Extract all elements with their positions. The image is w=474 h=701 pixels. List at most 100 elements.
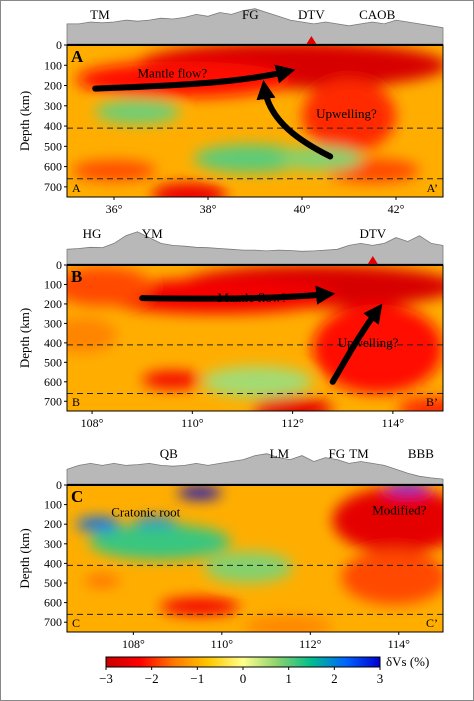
y-tick-label: 500 — [44, 139, 62, 153]
annotation: Upwelling? — [316, 106, 377, 121]
velocity-anomaly — [159, 597, 240, 616]
x-tick-label: 114° — [388, 637, 411, 651]
x-tick-label: 110° — [211, 637, 234, 651]
y-tick-label: 0 — [56, 478, 62, 492]
y-tick-label: 600 — [44, 160, 62, 174]
velocity-heatmap — [67, 485, 443, 632]
colorbar-tick-label: −3 — [99, 671, 113, 686]
x-tick-label: 114° — [382, 416, 405, 430]
velocity-anomaly — [252, 397, 333, 411]
x-axis: 108° 110° 112° 114° — [81, 411, 405, 430]
section-end-label: C’ — [426, 616, 438, 630]
x-tick-label: 112° — [299, 637, 322, 651]
y-tick-label: 400 — [44, 119, 62, 133]
topo-label: HG — [83, 226, 102, 241]
colorbar-tick-label: 3 — [377, 671, 384, 686]
velocity-anomaly — [193, 144, 307, 173]
colorbar-tick-label: 0 — [240, 671, 247, 686]
flow-arrow — [92, 64, 296, 92]
panel-label: A — [71, 47, 84, 66]
flow-arrow — [139, 285, 336, 305]
y-tick-label: 200 — [44, 517, 62, 531]
panel-B: HG YM DTV Mantle flow? Upwelling? B B B’ 0 100 200… — [17, 226, 444, 430]
velocity-anomaly — [302, 79, 396, 153]
plot-frame — [66, 44, 444, 198]
velocity-anomaly — [142, 371, 203, 389]
velocity-anomaly — [75, 517, 121, 532]
y-tick-label: 400 — [44, 556, 62, 570]
velocity-anomaly — [151, 182, 227, 197]
colorbar-tick-label: −2 — [145, 671, 159, 686]
y-axis-label: Depth (km) — [17, 528, 32, 588]
panel-label: C — [71, 487, 83, 506]
colorbar-label: δVs (%) — [386, 654, 429, 669]
velocity-anomaly — [84, 575, 121, 587]
velocity-heatmap — [67, 265, 443, 411]
velocity-anomaly — [95, 99, 180, 125]
y-tick-label: 700 — [44, 180, 62, 194]
section-start-label: B — [72, 395, 80, 409]
velocity-anomaly — [204, 551, 293, 583]
topo-label: QB — [160, 446, 178, 461]
topo-label: LM — [270, 446, 290, 461]
colorbar-gradient — [105, 656, 381, 668]
y-axis: 0 100 200 300 400 500 600 700 Depth (km) — [17, 258, 67, 408]
volcano-icon — [306, 36, 317, 44]
topo-label: FG — [329, 446, 346, 461]
colorbar-tick-label: 2 — [331, 671, 338, 686]
x-axis: 108° 110° 112° 114° — [122, 632, 410, 651]
section-start-label: C — [72, 616, 80, 630]
topo-labels: QB LM FG TM BBB — [160, 446, 435, 461]
velocity-anomaly — [385, 485, 430, 492]
x-tick-label: 108° — [81, 416, 104, 430]
annotation: Mantle flow? — [138, 65, 208, 80]
y-axis-label: Depth (km) — [17, 308, 32, 368]
colorbar-tick-label: −1 — [190, 671, 204, 686]
velocity-anomaly — [278, 146, 364, 171]
y-tick-label: 400 — [44, 336, 62, 350]
annotation: Modified? — [372, 502, 426, 517]
colorbar-tick-label: 1 — [285, 671, 292, 686]
topo-label: DTV — [298, 7, 325, 22]
velocity-anomaly — [397, 397, 443, 411]
section-end-label: B’ — [426, 395, 438, 409]
y-tick-label: 700 — [44, 615, 62, 629]
velocity-anomaly — [89, 524, 231, 560]
y-axis-label: Depth (km) — [17, 91, 32, 151]
x-tick-label: 112° — [281, 416, 304, 430]
topo-label: TM — [90, 7, 110, 22]
y-tick-label: 700 — [44, 394, 62, 408]
velocity-anomaly — [71, 160, 157, 181]
topo-label: BBB — [408, 446, 434, 461]
volcano-icon — [367, 256, 378, 264]
y-tick-label: 200 — [44, 79, 62, 93]
panel-label: B — [71, 267, 82, 286]
topography-profile — [66, 231, 444, 265]
velocity-anomaly — [67, 317, 118, 353]
topo-labels: TM FG DTV CAOB — [90, 7, 396, 44]
y-tick-label: 500 — [44, 355, 62, 369]
velocity-heatmap — [67, 45, 443, 197]
y-tick-label: 100 — [44, 277, 62, 291]
topo-label: YM — [142, 226, 163, 241]
y-tick-label: 0 — [56, 258, 62, 272]
topography-profile — [66, 8, 444, 45]
velocity-anomaly — [67, 266, 153, 306]
topography-profile — [66, 453, 444, 485]
velocity-anomaly — [332, 486, 443, 554]
velocity-anomaly — [202, 366, 313, 398]
y-tick-label: 0 — [56, 38, 62, 52]
y-tick-label: 500 — [44, 576, 62, 590]
y-tick-label: 300 — [44, 537, 62, 551]
y-tick-label: 300 — [44, 99, 62, 113]
y-tick-label: 600 — [44, 596, 62, 610]
annotation: Upwelling? — [338, 335, 399, 350]
plot-frame — [66, 484, 444, 633]
x-tick-label: 38° — [200, 202, 217, 216]
y-tick-label: 600 — [44, 375, 62, 389]
topo-label: FG — [242, 7, 259, 22]
topo-labels: HG YM DTV — [83, 226, 387, 264]
x-tick-label: 36° — [106, 202, 123, 216]
